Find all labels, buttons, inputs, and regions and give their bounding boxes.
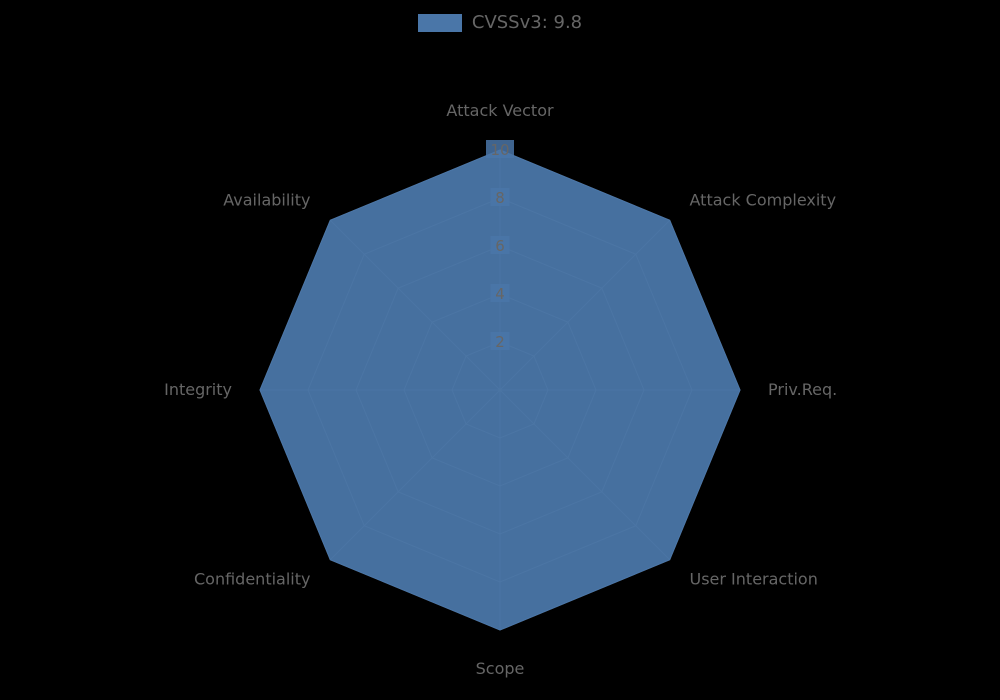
legend-swatch <box>418 14 462 32</box>
axis-label: Attack Complexity <box>690 190 837 209</box>
tick-label: 2 <box>495 333 505 351</box>
tick-label: 8 <box>495 189 505 207</box>
tick-label: 10 <box>490 141 509 159</box>
axis-label: User Interaction <box>690 570 818 589</box>
axis-label: Scope <box>476 659 525 678</box>
legend-label: CVSSv3: 9.8 <box>472 12 582 33</box>
series-polygon <box>260 150 740 630</box>
axis-label: Integrity <box>164 380 232 399</box>
axis-label: Priv.Req. <box>768 380 837 399</box>
axis-label: Availability <box>223 190 310 209</box>
legend: CVSSv3: 9.8 <box>0 12 1000 36</box>
tick-label: 4 <box>495 285 505 303</box>
data-polygon <box>260 150 740 630</box>
axis-label: Attack Vector <box>446 101 554 120</box>
tick-label: 6 <box>495 237 505 255</box>
radar-chart: 2 4 6 8 10 Attack Vector Attack Complexity Pri… <box>0 0 1000 700</box>
axis-label: Confidentiality <box>194 570 310 589</box>
